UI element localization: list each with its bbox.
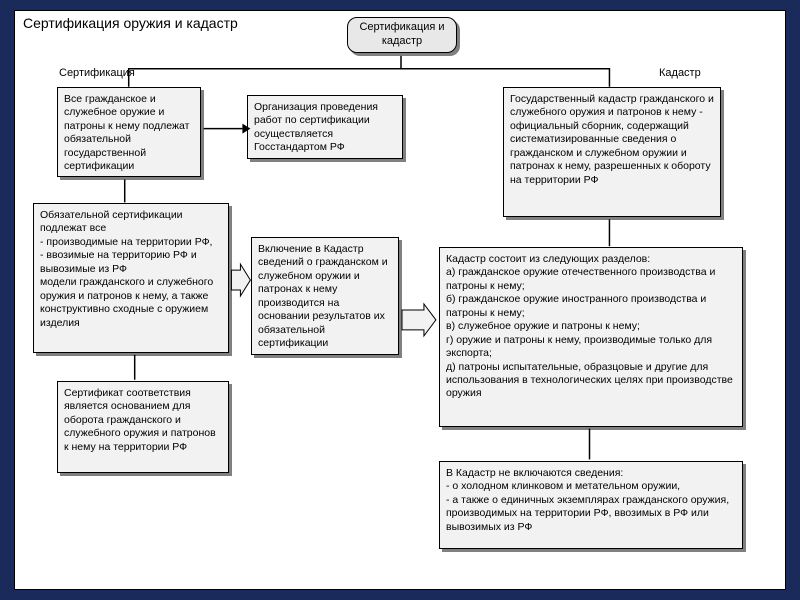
left-branch-label: Сертификация — [59, 67, 135, 79]
cert-organizer-box: Организация проведения работ по сертифик… — [247, 95, 403, 159]
cadastre-sections-box: Кадастр состоит из следующих разделов: а… — [439, 247, 743, 427]
cert-scope-box: Обязательной сертификации подлежат все -… — [33, 203, 229, 353]
cadastre-inclusion-box: Включение в Кадастр сведений о гражданск… — [251, 237, 399, 355]
cert-certificate-box: Сертификат соответствия является основан… — [57, 381, 229, 473]
diagram-canvas: Сертификация оружия и кадастр Сертификац… — [14, 10, 786, 590]
cadastre-excluded-box: В Кадастр не включаются сведения: - о хо… — [439, 461, 743, 549]
diagram-title: Сертификация оружия и кадастр — [23, 15, 238, 33]
cert-subject-box: Все гражданское и служебное оружие и пат… — [57, 87, 201, 177]
right-branch-label: Кадастр — [659, 67, 701, 79]
root-node: Сертификация и кадастр — [347, 17, 457, 53]
cadastre-def-box: Государственный кадастр гражданского и с… — [503, 87, 721, 217]
